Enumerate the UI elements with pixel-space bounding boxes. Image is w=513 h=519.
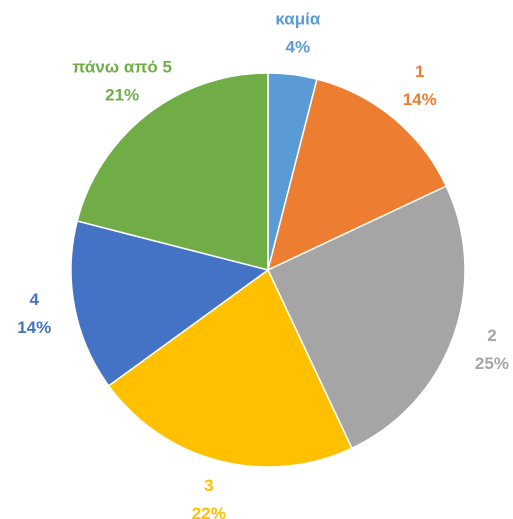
slice-label: 2 — [487, 326, 496, 345]
slice-label: καμία — [275, 9, 320, 28]
slice-label: 4 — [29, 290, 39, 309]
slice-value-label: 22% — [192, 504, 226, 519]
pie-slice — [266, 78, 448, 272]
slice-value-label: 4% — [286, 37, 311, 56]
slice-value-label: 14% — [403, 90, 437, 109]
slice-label: πάνω από 5 — [72, 57, 172, 76]
pie-slice — [267, 185, 466, 450]
pie-slice — [76, 72, 269, 271]
slice-value-label: 25% — [475, 354, 509, 373]
pie-slice — [107, 268, 353, 468]
pie-slice — [70, 220, 270, 387]
slice-label: 1 — [415, 62, 424, 81]
slice-value-label: 14% — [17, 318, 51, 337]
slice-label: 3 — [204, 476, 213, 495]
slice-value-label: 21% — [105, 85, 139, 104]
